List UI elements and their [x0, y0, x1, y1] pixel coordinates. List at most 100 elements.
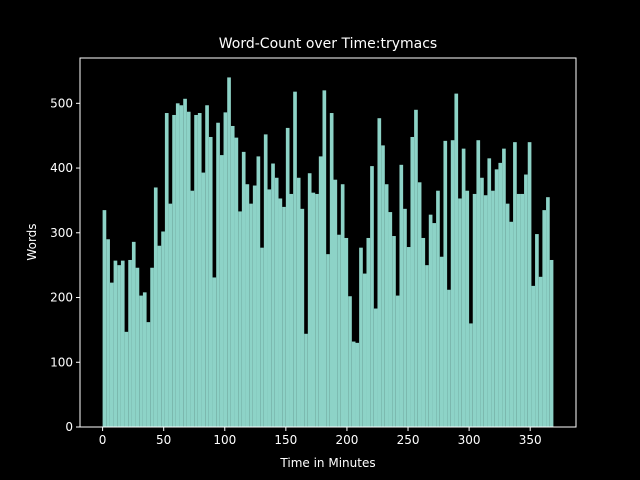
bar	[124, 331, 129, 427]
bar	[509, 221, 514, 427]
bar	[219, 155, 224, 427]
bar	[527, 142, 532, 427]
y-tick-label: 0	[65, 420, 73, 434]
bar	[443, 140, 448, 427]
bar	[172, 114, 176, 428]
bar	[359, 247, 363, 427]
y-tick-label: 400	[50, 161, 73, 175]
bar	[212, 277, 217, 427]
bar	[549, 259, 554, 427]
bar	[344, 237, 349, 427]
bar	[289, 193, 294, 427]
bar	[326, 254, 330, 427]
bar	[190, 190, 195, 427]
bar	[366, 237, 371, 427]
x-tick-label: 300	[458, 433, 481, 447]
bar	[483, 195, 488, 427]
bar	[194, 114, 198, 428]
bar	[113, 260, 118, 427]
bar	[395, 295, 400, 427]
bar	[252, 185, 257, 427]
chart-title: Word-Count over Time:trymacs	[219, 36, 437, 52]
bar	[351, 341, 356, 427]
bar	[223, 112, 228, 428]
bar	[234, 137, 239, 427]
bar	[128, 259, 132, 427]
bar	[406, 247, 411, 427]
bar	[487, 158, 492, 427]
bar	[373, 308, 378, 427]
bar	[388, 212, 393, 427]
bar	[348, 296, 352, 427]
bar	[461, 148, 466, 427]
bar	[318, 156, 323, 427]
bar	[439, 256, 444, 427]
bar	[139, 295, 143, 427]
bar	[296, 177, 301, 427]
bar	[142, 292, 147, 427]
bar	[267, 189, 272, 427]
y-tick-label: 200	[50, 291, 73, 305]
bar	[197, 113, 202, 428]
y-tick-label: 100	[50, 355, 73, 369]
bar	[230, 125, 235, 427]
bar	[238, 211, 242, 427]
bar	[480, 177, 484, 427]
bar	[494, 169, 499, 428]
x-tick-label: 50	[156, 433, 171, 447]
bar	[311, 192, 316, 427]
x-tick-label: 0	[99, 433, 107, 447]
bar	[513, 142, 517, 427]
bar	[502, 148, 506, 427]
bar	[249, 203, 253, 427]
bar	[377, 118, 382, 427]
bar	[227, 77, 231, 427]
bar	[428, 214, 433, 427]
y-tick-label: 500	[50, 96, 73, 110]
y-axis-ticks: 0 100 200 300 400 500	[50, 96, 80, 434]
x-axis-ticks: 0 50 100 150 200 250 300 350	[99, 427, 542, 447]
bar	[436, 190, 440, 427]
bar	[256, 156, 261, 427]
bar	[491, 190, 495, 427]
bar	[410, 136, 415, 427]
bar	[384, 184, 389, 427]
x-tick-label: 350	[519, 433, 542, 447]
bar	[131, 241, 136, 427]
bar	[102, 210, 107, 427]
x-tick-label: 100	[213, 433, 236, 447]
bar	[179, 105, 184, 427]
bar	[447, 289, 451, 427]
bar	[417, 182, 422, 427]
bar	[392, 236, 396, 427]
bar	[476, 140, 481, 427]
plot-frame	[79, 57, 577, 428]
y-axis-label: Words	[25, 223, 39, 260]
bar	[538, 276, 543, 427]
bar	[362, 273, 367, 427]
bar	[274, 177, 279, 427]
bar	[340, 184, 345, 427]
bar	[263, 134, 268, 428]
bar	[329, 113, 334, 428]
y-tick-label: 300	[50, 226, 73, 240]
bar	[454, 93, 459, 428]
bar	[535, 234, 539, 427]
x-tick-label: 250	[397, 433, 420, 447]
bar	[293, 91, 297, 428]
bar	[201, 172, 206, 427]
bar	[425, 265, 429, 427]
bar	[208, 136, 213, 427]
bar	[271, 163, 275, 427]
bar	[469, 323, 473, 427]
bar	[520, 193, 525, 427]
bar	[542, 210, 547, 427]
bar	[205, 105, 209, 427]
bar	[153, 187, 158, 427]
bar	[307, 173, 312, 427]
bar	[164, 113, 169, 428]
bar	[355, 342, 360, 427]
bar	[465, 190, 470, 427]
x-axis-label: Time in Minutes	[279, 456, 375, 470]
